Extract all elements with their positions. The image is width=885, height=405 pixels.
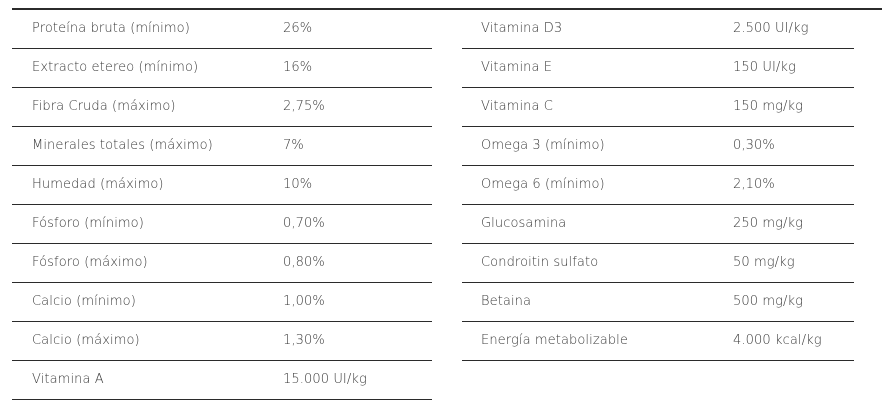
nutrient-value: 50 mg/kg [733, 255, 795, 270]
nutrient-name: Calcio (máximo) [32, 333, 140, 348]
nutrient-value: 150 UI/kg [733, 60, 796, 75]
nutrient-value: 4.000 kcal/kg [733, 333, 822, 348]
nutrient-name: Extracto etereo (mínimo) [32, 60, 199, 75]
nutrient-name: Humedad (máximo) [32, 177, 164, 192]
nutrient-value: 250 mg/kg [733, 216, 804, 231]
nutrient-value: 15.000 UI/kg [283, 372, 367, 387]
nutrient-value: 16% [283, 60, 313, 75]
nutrient-name: Fósforo (máximo) [32, 255, 148, 270]
nutrient-name: Fibra Cruda (máximo) [32, 99, 176, 114]
table-row: Condroitin sulfato 50 mg/kg [462, 244, 854, 283]
table-row: Humedad (máximo) 10% [12, 166, 432, 205]
table-row: Fibra Cruda (máximo) 2,75% [12, 88, 432, 127]
table-row: Glucosamina 250 mg/kg [462, 205, 854, 244]
nutrient-name: Vitamina D3 [481, 21, 563, 36]
table-row: Fósforo (máximo) 0,80% [12, 244, 432, 283]
nutrient-value: 2.500 UI/kg [733, 21, 809, 36]
table-row: Calcio (máximo) 1,30% [12, 322, 432, 361]
table-row: Vitamina D3 2.500 UI/kg [462, 10, 854, 49]
table-row: Omega 3 (mínimo) 0,30% [462, 127, 854, 166]
nutrient-name: Omega 6 (mínimo) [481, 177, 605, 192]
nutrient-table-left: Proteína bruta (mínimo) 26% Extracto ete… [12, 10, 432, 400]
nutrient-name: Energía metabolizable [481, 333, 628, 348]
nutrient-name: Betaina [481, 294, 532, 309]
table-row: Betaina 500 mg/kg [462, 283, 854, 322]
nutrient-name: Minerales totales (máximo) [32, 138, 213, 153]
table-row: Proteína bruta (mínimo) 26% [12, 10, 432, 49]
nutrient-name: Calcio (mínimo) [32, 294, 136, 309]
nutrient-name: Omega 3 (mínimo) [481, 138, 605, 153]
nutrient-value: 0,70% [283, 216, 325, 231]
nutrient-name: Glucosamina [481, 216, 567, 231]
nutrient-name: Vitamina C [481, 99, 553, 114]
nutrient-value: 10% [283, 177, 313, 192]
table-row: Energía metabolizable 4.000 kcal/kg [462, 322, 854, 361]
nutrient-value: 150 mg/kg [733, 99, 804, 114]
nutrient-value: 0,30% [733, 138, 775, 153]
table-row: Vitamina A 15.000 UI/kg [12, 361, 432, 400]
nutrient-name: Proteína bruta (mínimo) [32, 21, 190, 36]
table-row: Fósforo (mínimo) 0,70% [12, 205, 432, 244]
nutrient-value: 1,30% [283, 333, 325, 348]
table-row: Calcio (mínimo) 1,00% [12, 283, 432, 322]
table-row: Omega 6 (mínimo) 2,10% [462, 166, 854, 205]
nutrient-value: 1,00% [283, 294, 325, 309]
nutrient-value: 26% [283, 21, 313, 36]
nutrient-value: 7% [283, 138, 304, 153]
table-row: Vitamina C 150 mg/kg [462, 88, 854, 127]
table-row: Minerales totales (máximo) 7% [12, 127, 432, 166]
nutrient-value: 0,80% [283, 255, 325, 270]
nutrient-value: 500 mg/kg [733, 294, 804, 309]
table-row: Extracto etereo (mínimo) 16% [12, 49, 432, 88]
nutrient-value: 2,10% [733, 177, 775, 192]
nutrient-name: Vitamina E [481, 60, 553, 75]
nutrient-table-right: Vitamina D3 2.500 UI/kg Vitamina E 150 U… [462, 10, 854, 361]
table-top-rule [12, 8, 882, 10]
nutrient-name: Condroitin sulfato [481, 255, 599, 270]
nutrient-name: Vitamina A [32, 372, 104, 387]
nutrient-name: Fósforo (mínimo) [32, 216, 144, 231]
table-row: Vitamina E 150 UI/kg [462, 49, 854, 88]
nutrient-value: 2,75% [283, 99, 325, 114]
